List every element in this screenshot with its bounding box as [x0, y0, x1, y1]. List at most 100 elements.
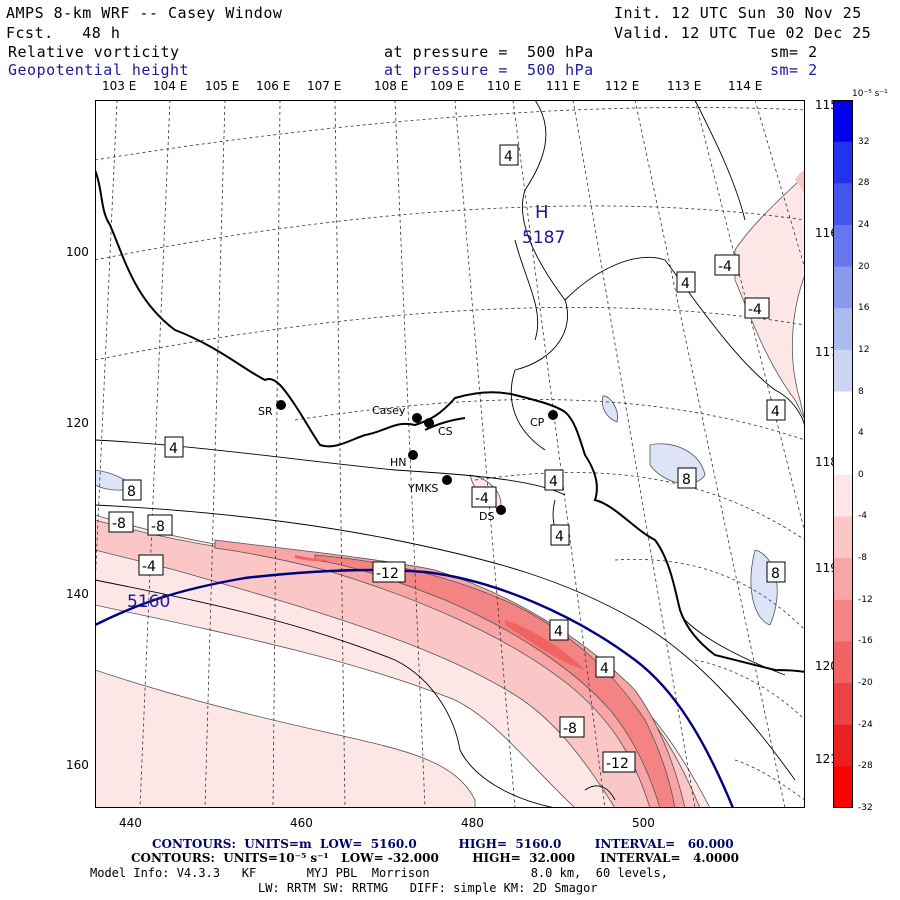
- y-tick: 100: [66, 245, 89, 259]
- lon-label: 103 E: [102, 79, 137, 93]
- vort-label: 4: [676, 271, 696, 293]
- lon-label: 104 E: [153, 79, 188, 93]
- colorbar-tick-label: 24: [858, 219, 870, 230]
- vorticity-shading-negative: [95, 170, 805, 808]
- vort-label: -12: [372, 561, 406, 583]
- y-tick: 160: [66, 758, 89, 772]
- map-panel: SR Casey CS HN YMKS DS CP H 5187 5160 4 …: [95, 100, 805, 808]
- colorbar-tick-label: -20: [858, 678, 873, 689]
- colorbar-tick-label: 4: [858, 428, 864, 439]
- colorbar-swatch: [833, 683, 853, 726]
- svg-text:8: 8: [127, 484, 136, 500]
- y-tick: 140: [66, 587, 89, 601]
- station-label: HN: [390, 456, 407, 469]
- colorbar-tick-label: -12: [858, 594, 873, 605]
- lon-label: 108 E: [374, 79, 409, 93]
- forecast-hour: Fcst. 48 h: [6, 24, 121, 42]
- colorbar-tick-label: 8: [858, 386, 864, 397]
- colorbar-tick-label: 16: [858, 303, 870, 314]
- x-tick: 500: [632, 816, 655, 830]
- x-tick: 440: [119, 816, 142, 830]
- svg-text:8: 8: [771, 566, 780, 582]
- vort-label: 4: [164, 436, 184, 458]
- station-dot-cs: [424, 418, 434, 428]
- station-label: CS: [438, 425, 453, 438]
- vort-label: 4: [549, 619, 569, 641]
- lon-label: 113 E: [667, 79, 702, 93]
- field1-smoothing: sm= 2: [770, 43, 818, 61]
- model-info: Model Info: V4.3.3 KF MYJ PBL Morrison 8…: [90, 866, 668, 880]
- vort-label: -8: [147, 514, 173, 536]
- station-dot-ymks: [442, 475, 452, 485]
- svg-text:-4: -4: [475, 491, 489, 507]
- svg-text:-8: -8: [112, 516, 126, 532]
- station-dot-casey: [412, 413, 422, 423]
- station-dot-sr: [276, 400, 286, 410]
- svg-text:4: 4: [504, 149, 513, 165]
- svg-text:-12: -12: [606, 756, 629, 772]
- colorbar-tick-label: -28: [858, 761, 873, 772]
- svg-text:4: 4: [600, 661, 609, 677]
- vort-label: 8: [677, 467, 697, 489]
- svg-text:-4: -4: [142, 559, 156, 575]
- colorbar-tick-label: -32: [858, 803, 873, 813]
- lon-label: 111 E: [546, 79, 581, 93]
- lon-label: 105 E: [205, 79, 240, 93]
- vort-label: -8: [108, 511, 134, 533]
- lon-label: 109 E: [430, 79, 465, 93]
- vort-label: -4: [714, 254, 740, 276]
- svg-text:4: 4: [555, 529, 564, 545]
- lon-label: 107 E: [307, 79, 342, 93]
- colorbar-swatch: [833, 183, 853, 226]
- coastline: [95, 169, 805, 673]
- vort-label: 4: [544, 469, 564, 491]
- lon-label: 114 E: [728, 79, 763, 93]
- colorbar-tick-label: 20: [858, 261, 870, 272]
- field2-level: at pressure = 500 hPa: [384, 61, 594, 79]
- high-value: 5187: [522, 228, 565, 248]
- vort-label: 4: [550, 524, 570, 546]
- colorbar-tick-label: 12: [858, 344, 870, 355]
- colorbar-swatch: [833, 224, 853, 268]
- colorbar-tick-label: -8: [858, 553, 867, 564]
- colorbar-swatch: [833, 100, 853, 143]
- svg-text:8: 8: [682, 472, 691, 488]
- station-dot-cp: [548, 410, 558, 420]
- field1-level: at pressure = 500 hPa: [384, 43, 594, 61]
- lat-lon-grid: [95, 100, 805, 808]
- lon-label: 112 E: [605, 79, 640, 93]
- x-tick: 460: [290, 816, 313, 830]
- vort-label: 8: [122, 479, 142, 501]
- colorbar-tick-label: 28: [858, 178, 870, 189]
- colorbar-swatch: [833, 391, 853, 434]
- lon-label: 106 E: [256, 79, 291, 93]
- colorbar-tick-label: -16: [858, 636, 873, 647]
- colorbar-tick-label: -24: [858, 719, 873, 730]
- svg-text:-4: -4: [748, 302, 762, 318]
- svg-text:4: 4: [554, 624, 563, 640]
- plot-title: AMPS 8-km WRF -- Casey Window: [6, 4, 283, 22]
- colorbar-swatch: [833, 558, 853, 601]
- colorbar-swatch: [833, 266, 853, 309]
- colorbar-swatch: [833, 766, 853, 808]
- height-contour-info: CONTOURS: UNITS=m LOW= 5160.0 HIGH= 5160…: [152, 837, 734, 851]
- vort-label: -12: [602, 751, 636, 773]
- init-time: Init. 12 UTC Sun 30 Nov 25: [614, 4, 862, 22]
- x-tick: 480: [461, 816, 484, 830]
- colorbar-swatch: [833, 641, 853, 684]
- vort-label: -4: [138, 554, 164, 576]
- station-label: DS: [479, 510, 494, 523]
- colorbar: [833, 100, 853, 808]
- model-physics-info: LW: RRTM SW: RRTMG DIFF: simple KM: 2D S…: [258, 881, 598, 895]
- colorbar-swatch: [833, 599, 853, 642]
- vort-label: 4: [595, 656, 615, 678]
- y-tick: 120: [66, 416, 89, 430]
- colorbar-swatch: [833, 724, 853, 767]
- station-label: YMKS: [407, 482, 438, 495]
- vort-label: 4: [499, 144, 519, 166]
- station-label: CP: [530, 416, 545, 429]
- vort-label: 4: [766, 399, 786, 421]
- colorbar-swatch: [833, 433, 853, 476]
- colorbar-tick-label: 0: [858, 469, 864, 480]
- svg-text:4: 4: [681, 276, 690, 292]
